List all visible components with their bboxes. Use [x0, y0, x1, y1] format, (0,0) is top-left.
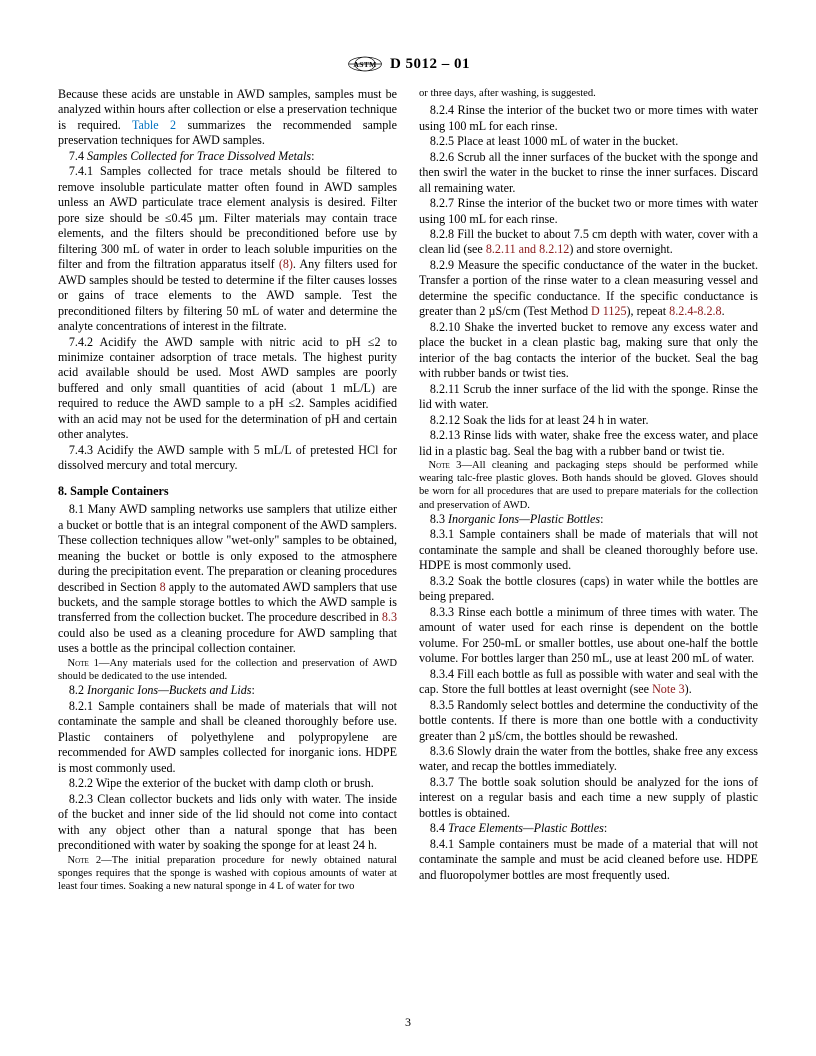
section-8-1: 8.1 Many AWD sampling networks use sampl… [58, 502, 397, 657]
note-3: Note 3—All cleaning and packaging steps … [419, 459, 758, 512]
section-8-2-3: 8.2.3 Clean collector buckets and lids o… [58, 792, 397, 854]
table-2-link[interactable]: Table 2 [132, 118, 176, 132]
document-header: ASTM D 5012 – 01 [58, 55, 758, 73]
section-8-2-10: 8.2.10 Shake the inverted bucket to remo… [419, 320, 758, 382]
note-2-continued: or three days, after washing, is suggest… [419, 87, 758, 100]
section-8-3-3: 8.3.3 Rinse each bottle a minimum of thr… [419, 605, 758, 667]
section-8-2-2: 8.2.2 Wipe the exterior of the bucket wi… [58, 776, 397, 791]
note-1: Note 1—Any materials used for the collec… [58, 657, 397, 683]
section-8-2-4: 8.2.4 Rinse the interior of the bucket t… [419, 103, 758, 134]
section-8-2-7: 8.2.7 Rinse the interior of the bucket t… [419, 196, 758, 227]
section-8-2-6: 8.2.6 Scrub all the inner surfaces of th… [419, 150, 758, 196]
standard-number: D 5012 – 01 [390, 56, 470, 73]
section-8-3-7: 8.3.7 The bottle soak solution should be… [419, 775, 758, 821]
section-8-4-1: 8.4.1 Sample containers must be made of … [419, 837, 758, 883]
section-8-3-4: 8.3.4 Fill each bottle as full as possib… [419, 667, 758, 698]
section-8-3: 8.3 Inorganic Ions—Plastic Bottles: [419, 512, 758, 527]
ref-8-2-4-link[interactable]: 8.2.4-8.2.8 [669, 304, 721, 318]
section-8-2-1: 8.2.1 Sample containers shall be made of… [58, 699, 397, 776]
note-2: Note 2—The initial preparation procedure… [58, 854, 397, 894]
body-columns: Because these acids are unstable in AWD … [58, 87, 758, 893]
page-number: 3 [0, 1015, 816, 1030]
ref-note-3-link[interactable]: Note 3 [652, 682, 685, 696]
section-8-2-5: 8.2.5 Place at least 1000 mL of water in… [419, 134, 758, 149]
section-8-2-8: 8.2.8 Fill the bucket to about 7.5 cm de… [419, 227, 758, 258]
ref-8-link[interactable]: (8) [279, 257, 293, 271]
svg-text:ASTM: ASTM [353, 60, 376, 69]
section-8-2-12: 8.2.12 Soak the lids for at least 24 h i… [419, 413, 758, 428]
astm-logo-icon: ASTM [346, 55, 384, 73]
ref-8-2-11-link[interactable]: 8.2.11 and 8.2.12 [486, 242, 570, 256]
section-8-2-11: 8.2.11 Scrub the inner surface of the li… [419, 382, 758, 413]
section-8-title: 8. Sample Containers [58, 484, 397, 499]
ref-8-3-link[interactable]: 8.3 [382, 610, 397, 624]
page: ASTM D 5012 – 01 Because these acids are… [0, 0, 816, 1056]
section-7-4-1: 7.4.1 Samples collected for trace metals… [58, 164, 397, 334]
section-8-2: 8.2 Inorganic Ions—Buckets and Lids: [58, 683, 397, 698]
section-8-2-9: 8.2.9 Measure the specific conductance o… [419, 258, 758, 320]
section-8-4: 8.4 Trace Elements—Plastic Bottles: [419, 821, 758, 836]
ref-d1125-link[interactable]: D 1125 [591, 304, 627, 318]
section-7-4: 7.4 Samples Collected for Trace Dissolve… [58, 149, 397, 164]
section-7-4-2: 7.4.2 Acidify the AWD sample with nitric… [58, 335, 397, 443]
section-8-3-2: 8.3.2 Soak the bottle closures (caps) in… [419, 574, 758, 605]
section-7-4-3: 7.4.3 Acidify the AWD sample with 5 mL/L… [58, 443, 397, 474]
section-8-3-1: 8.3.1 Sample containers shall be made of… [419, 527, 758, 573]
section-8-3-6: 8.3.6 Slowly drain the water from the bo… [419, 744, 758, 775]
section-8-2-13: 8.2.13 Rinse lids with water, shake free… [419, 428, 758, 459]
section-8-3-5: 8.3.5 Randomly select bottles and determ… [419, 698, 758, 744]
intro-paragraph: Because these acids are unstable in AWD … [58, 87, 397, 149]
